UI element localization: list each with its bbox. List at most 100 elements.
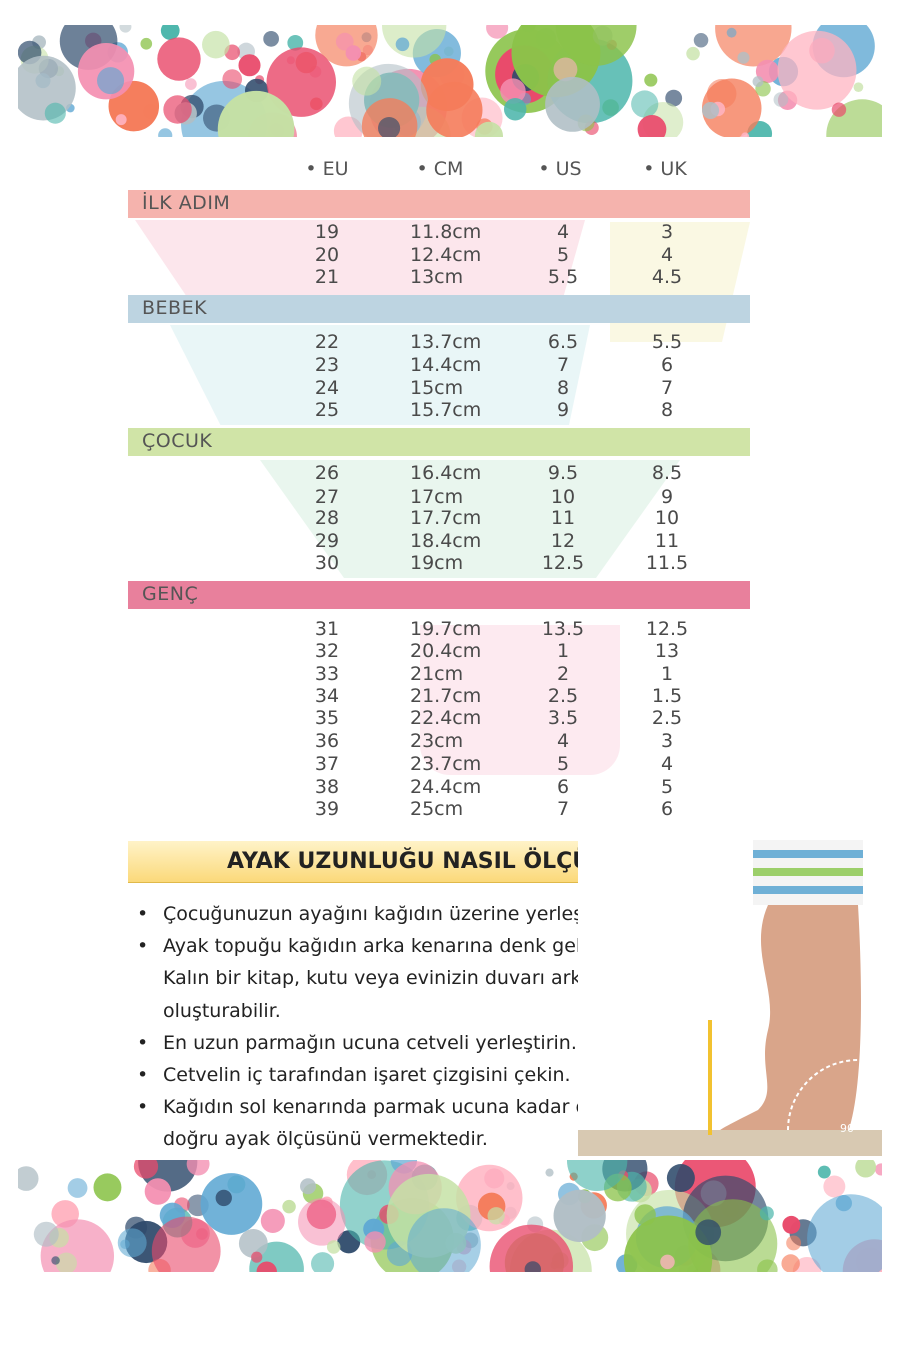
polka-dot: [117, 1228, 147, 1258]
polka-dot: [545, 1168, 554, 1177]
polka-dot: [686, 46, 700, 61]
size-cell-cm: 21.7cm: [410, 685, 482, 707]
column-header-cm: • CM: [416, 158, 464, 180]
size-cell-us: 9.5: [547, 462, 579, 484]
polka-dot: [256, 1261, 277, 1272]
polka-dot: [853, 82, 864, 92]
polka-dot: [782, 1215, 801, 1234]
polka-dot: [737, 51, 750, 64]
polka-dot: [555, 25, 637, 66]
polka-dot: [823, 1175, 846, 1198]
size-cell-us: 4: [556, 221, 570, 243]
background-shape-blue: [170, 325, 590, 425]
size-cell-cm: 25cm: [410, 798, 464, 820]
polka-dot: [18, 1166, 39, 1191]
size-cell-cm: 19.7cm: [410, 618, 482, 640]
polka-dot: [202, 30, 230, 59]
polka-dot: [660, 1254, 675, 1270]
measure-step: Ayak topuğu kağıdın arka kenarına denk g…: [137, 930, 700, 1027]
size-cell-cm: 12.4cm: [410, 244, 482, 266]
polka-dot: [200, 1173, 263, 1235]
polka-dot: [160, 25, 180, 40]
polka-dot: [282, 1199, 296, 1214]
size-cell-us: 5: [556, 753, 570, 775]
size-cell-eu: 34: [314, 685, 340, 707]
size-cell-us: 12: [550, 530, 576, 552]
section-bar-0: İLK ADIM: [128, 190, 750, 218]
background-shape-peach: [420, 625, 620, 775]
section-title: BEBEK: [142, 297, 208, 319]
polka-dot: [97, 67, 125, 95]
polka-dot: [426, 81, 483, 137]
measure-steps-list: Çocuğunuzun ayağını kağıdın üzerine yerl…: [137, 898, 700, 1156]
polka-dot: [120, 1239, 130, 1250]
polka-dot: [326, 1240, 341, 1254]
size-cell-eu: 31: [314, 618, 340, 640]
size-cell-us: 11: [550, 507, 576, 529]
bottom-polka-dot-banner: [18, 1160, 882, 1272]
size-cell-uk: 3: [660, 730, 674, 752]
size-cell-eu: 37: [314, 753, 340, 775]
size-cell-cm: 11.8cm: [410, 221, 482, 243]
size-cell-uk: 9: [660, 486, 674, 508]
polka-dot: [238, 1229, 268, 1258]
polka-dot: [855, 1160, 877, 1178]
size-cell-eu: 28: [314, 507, 340, 529]
polka-dot: [133, 1160, 159, 1179]
polka-dot: [752, 76, 764, 88]
size-cell-eu: 26: [314, 462, 340, 484]
polka-dot: [535, 28, 557, 49]
polka-dot: [352, 66, 382, 96]
size-cell-eu: 35: [314, 707, 340, 729]
polka-dot: [553, 57, 578, 82]
polka-dot: [395, 37, 410, 52]
measure-step: Cetvelin iç tarafından işaret çizgisini …: [137, 1059, 700, 1091]
size-cell-uk: 4.5: [651, 266, 683, 288]
polka-dot: [144, 1178, 172, 1205]
column-header-eu: • EU: [305, 158, 349, 180]
polka-dot: [666, 1164, 695, 1193]
polka-dot: [702, 101, 720, 120]
section-title: ÇOCUK: [142, 430, 213, 452]
polka-dot: [119, 25, 132, 33]
size-cell-eu: 19: [314, 221, 340, 243]
polka-dot: [300, 1178, 317, 1195]
polka-dot: [817, 1165, 831, 1179]
size-cell-uk: 11.5: [645, 552, 689, 574]
polka-dot: [287, 34, 304, 51]
polka-dot: [115, 114, 127, 126]
polka-dot: [706, 79, 737, 109]
polka-dot: [545, 76, 600, 132]
size-cell-us: 8: [556, 377, 570, 399]
background-shape-green: [260, 460, 680, 578]
polka-dot: [140, 37, 153, 50]
size-cell-us: 10: [550, 486, 576, 508]
polka-dot: [251, 1251, 263, 1263]
size-cell-eu: 25: [314, 399, 340, 421]
polka-dot: [186, 1160, 210, 1176]
size-cell-uk: 1: [660, 663, 674, 685]
polka-dot: [777, 30, 857, 110]
section-bar-1: BEBEK: [128, 295, 750, 323]
polka-dot: [298, 1198, 346, 1246]
size-cell-cm: 20.4cm: [410, 640, 482, 662]
size-cell-cm: 23.7cm: [410, 753, 482, 775]
size-cell-uk: 12.5: [645, 618, 689, 640]
size-cell-eu: 22: [314, 331, 340, 353]
polka-dot: [693, 33, 709, 48]
size-cell-uk: 1.5: [651, 685, 683, 707]
top-polka-dot-banner: [18, 25, 882, 137]
polka-dot: [222, 69, 243, 89]
size-cell-uk: 3: [660, 221, 674, 243]
polka-dot: [831, 102, 847, 117]
size-cell-eu: 30: [314, 552, 340, 574]
size-cell-uk: 4: [660, 244, 674, 266]
polka-dot: [163, 95, 192, 124]
size-cell-cm: 18.4cm: [410, 530, 482, 552]
size-cell-eu: 29: [314, 530, 340, 552]
size-cell-cm: 14.4cm: [410, 354, 482, 376]
polka-dot: [637, 114, 667, 137]
polka-dot: [217, 90, 295, 137]
size-cell-cm: 17.7cm: [410, 507, 482, 529]
polka-dot: [378, 117, 401, 137]
